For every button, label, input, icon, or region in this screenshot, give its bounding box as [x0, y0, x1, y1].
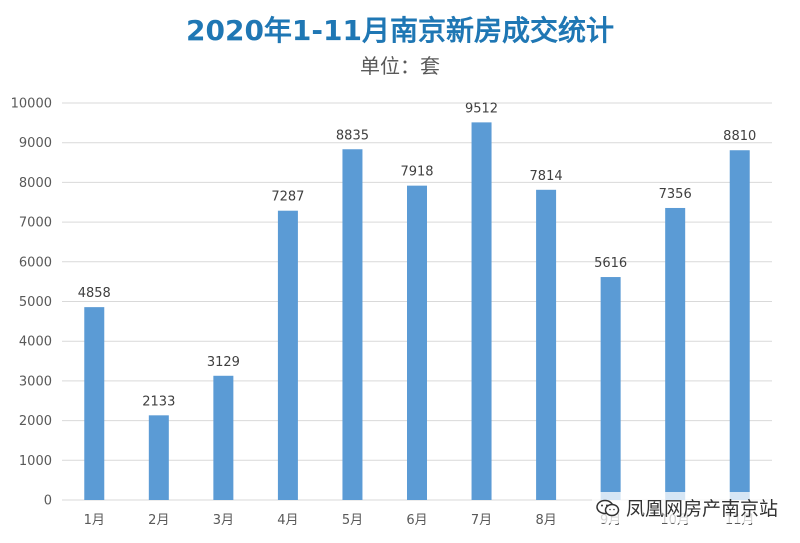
y-tick-label: 0: [44, 494, 52, 509]
y-tick-label: 1000: [19, 454, 52, 469]
data-label: 5616: [594, 256, 627, 271]
data-labels: 4858 2133 3129 7287 8835 7918 9512 7814 5616 7356…: [78, 101, 757, 409]
watermark: 凤凰网房产南京站: [591, 492, 782, 523]
data-label: 3129: [207, 355, 240, 370]
bar-5: [342, 149, 363, 501]
bar-2: [148, 415, 169, 500]
bar-6: [407, 185, 427, 500]
data-label: 7918: [400, 165, 433, 180]
x-category-label: 2月: [148, 513, 169, 528]
data-label: 7356: [659, 187, 692, 202]
bar-3: [213, 375, 234, 500]
data-label: 2133: [142, 394, 175, 409]
x-category-label: 8月: [535, 513, 556, 528]
wechat-icon: [596, 499, 620, 516]
x-category-label: 4月: [277, 513, 298, 528]
data-label: 7814: [530, 169, 563, 184]
y-tick-label: 3000: [19, 374, 52, 389]
y-tick-label: 4000: [19, 335, 52, 350]
x-category-label: 3月: [213, 513, 234, 528]
bar-4: [277, 210, 298, 500]
bar-7: [471, 122, 492, 500]
bar-9: [600, 277, 621, 500]
data-label: 9512: [465, 101, 498, 116]
bars: [84, 122, 750, 501]
bar-8: [536, 189, 557, 501]
y-tick-label: 8000: [19, 176, 52, 191]
data-label: 8810: [723, 129, 756, 144]
bar-10: [665, 207, 686, 500]
y-tick-label: 6000: [19, 255, 52, 270]
bar-11: [729, 150, 750, 501]
data-label: 7287: [271, 190, 304, 205]
y-tick-label: 10000: [11, 97, 52, 112]
x-category-label: 5月: [342, 513, 363, 528]
y-axis-ticks: 0 1000 2000 3000 4000 5000 6000 7000 8000 9000 100…: [11, 97, 52, 509]
watermark-text: 凤凰网房产南京站: [625, 498, 778, 520]
y-tick-label: 7000: [19, 216, 52, 231]
chart-title: 2020年1-11月南京新房成交统计: [186, 14, 614, 47]
x-category-label: 6月: [406, 513, 427, 528]
x-category-label: 7月: [471, 513, 492, 528]
y-tick-label: 9000: [19, 136, 52, 151]
y-tick-label: 2000: [19, 414, 52, 429]
x-category-label: 1月: [84, 513, 105, 528]
bar-1: [84, 307, 105, 500]
data-label: 8835: [336, 128, 369, 143]
y-tick-label: 5000: [19, 295, 52, 310]
chart-subtitle: 单位：套: [360, 54, 440, 78]
data-label: 4858: [78, 286, 111, 301]
